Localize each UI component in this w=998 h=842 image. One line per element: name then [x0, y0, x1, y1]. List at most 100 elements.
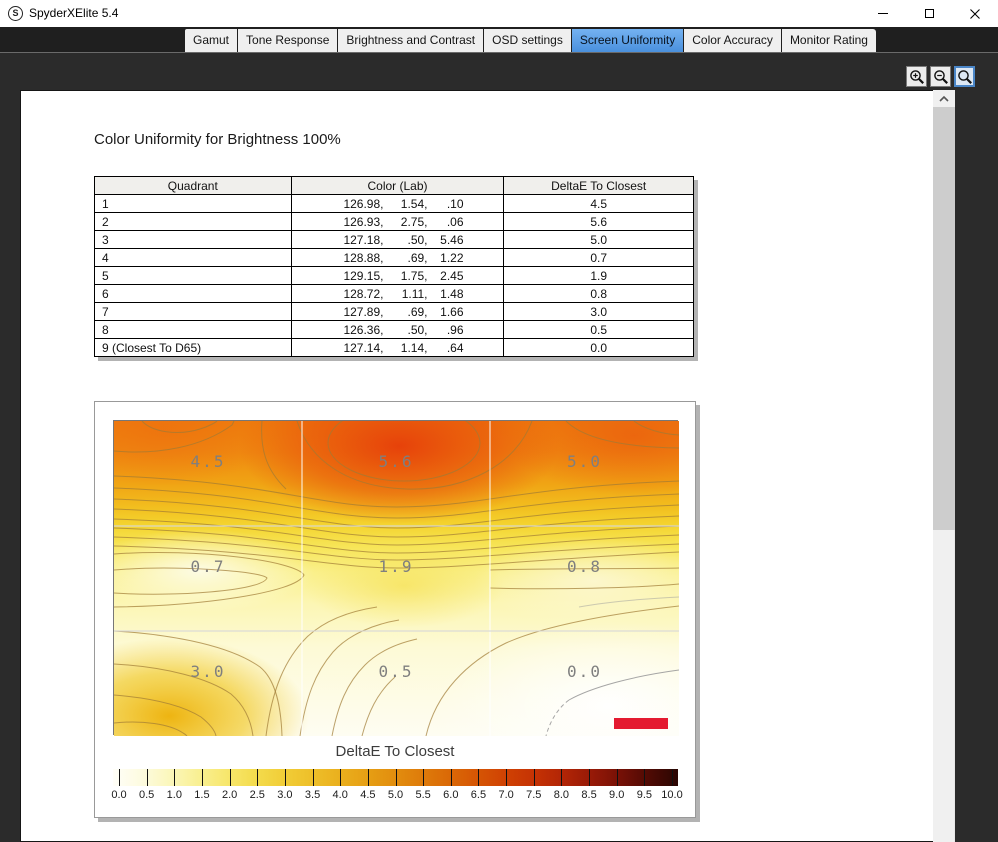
heatmap-svg [114, 421, 679, 736]
legend-tick [672, 769, 673, 786]
legend-colorbar [113, 769, 678, 786]
heatmap-quadrant: 0.8 [490, 526, 679, 631]
table-cell-delta: 5.6 [503, 212, 694, 231]
table-cell-quadrant: 3 [94, 230, 292, 249]
vertical-scrollbar[interactable] [933, 90, 955, 842]
legend-tick [561, 769, 563, 786]
table-row: 8 126.36, .50, .96 0.5 [94, 320, 694, 339]
table-cell-quadrant: 4 [94, 248, 292, 267]
chevron-up-icon [939, 95, 949, 102]
table-cell-lab: 128.72, 1.11, 1.48 [290, 284, 505, 303]
uniformity-table: Quadrant Color (Lab) DeltaE To Closest 1 12… [94, 176, 694, 357]
heatmap-quadrant: 5.6 [302, 421, 490, 526]
legend-tick [506, 769, 508, 786]
table-cell-lab: 128.88, .69, 1.22 [290, 248, 505, 267]
table-cell-quadrant: 8 [94, 320, 292, 339]
legend-tick [312, 769, 314, 786]
heatmap-quadrant-label: 0.8 [567, 557, 602, 576]
table-cell-delta: 0.8 [503, 284, 694, 303]
table-body: 1 126.98, 1.54, .10 4.5 2 126.93, 2.75, .06 5.6 3 1… [94, 194, 694, 357]
table-cell-delta: 1.9 [503, 266, 694, 285]
table-row: 6 128.72, 1.11, 1.48 0.8 [94, 284, 694, 303]
tab-bar: Gamut Tone Response Brightness and Contras… [185, 29, 876, 52]
legend-tick-label: 0.0 [111, 789, 127, 801]
table-row: 2 126.93, 2.75, .06 5.6 [94, 212, 694, 231]
heatmap-quadrant: 5.0 [490, 421, 679, 526]
table-cell-delta: 5.0 [503, 230, 694, 249]
maximize-icon [924, 9, 934, 18]
heatmap-quadrant-label: 5.0 [567, 452, 602, 471]
zoom-out-button[interactable] [930, 66, 951, 87]
maximize-button[interactable] [906, 0, 952, 27]
heatmap-quadrant: 1.9 [302, 526, 490, 631]
tab-monitor-rating[interactable]: Monitor Rating [781, 29, 876, 52]
table-header: Color (Lab) [290, 176, 505, 195]
minimize-icon [878, 13, 888, 14]
tab-brightness-and-contrast[interactable]: Brightness and Contrast [338, 29, 485, 52]
heatmap-quadrant-label: 5.6 [378, 452, 414, 471]
legend-tick-label: 3.5 [304, 789, 321, 801]
legend-tick-label: 1.5 [194, 789, 210, 801]
legend-tick-label: 10.0 [661, 789, 683, 801]
legend-tick [174, 769, 176, 786]
zoom-in-button[interactable] [906, 66, 927, 87]
table-row: 7 127.89, .69, 1.66 3.0 [94, 302, 694, 321]
legend-tick [395, 769, 397, 786]
table-cell-quadrant: 1 [94, 194, 292, 213]
scrollbar-thumb[interactable] [933, 107, 955, 530]
table-cell-quadrant: 6 [94, 284, 292, 303]
tab-tone-response[interactable]: Tone Response [238, 29, 339, 52]
close-button[interactable] [952, 0, 998, 27]
heatmap-marker [614, 718, 668, 729]
legend-tick-label: 5.0 [387, 789, 404, 801]
heatmap-quadrant: 3.0 [114, 631, 302, 736]
tab-screen-uniformity[interactable]: Screen Uniformity [571, 29, 685, 52]
legend-tick-label: 1.0 [166, 789, 182, 801]
table-header: DeltaE To Closest [503, 176, 694, 195]
report-page: Color Uniformity for Brightness 100% Qua… [20, 90, 953, 842]
table-row: 9 (Closest To D65) 127.14, 1.14, .64 0.0 [94, 338, 694, 357]
heatmap-field-blobs [114, 421, 679, 736]
table-cell-lab: 127.89, .69, 1.66 [290, 302, 505, 321]
zoom-tool-icon [957, 69, 972, 84]
table-cell-quadrant: 5 [94, 266, 292, 285]
page-title: Color Uniformity for Brightness 100% [94, 131, 341, 148]
heatmap-quadrant-label: 0.5 [378, 662, 414, 681]
table-cell-delta: 4.5 [503, 194, 694, 213]
tab-color-accuracy[interactable]: Color Accuracy [684, 29, 782, 52]
table-cell-quadrant: 9 (Closest To D65) [94, 338, 292, 357]
table-cell-delta: 3.0 [503, 302, 694, 321]
contour-lines [114, 421, 679, 736]
legend-tick [201, 769, 203, 786]
legend-tick-label: 4.5 [360, 789, 376, 801]
heatmap-quadrant-label: 0.7 [190, 557, 226, 576]
tab-band: Gamut Tone Response Brightness and Contras… [0, 27, 998, 53]
heatmap-labels: 4.5 5.6 5.0 0.7 1.9 0.8 3.0 0.5 0.0 [114, 421, 679, 736]
table-cell-lab: 127.14, 1.14, .64 [290, 338, 505, 357]
heatmap-quadrant-label: 3.0 [190, 662, 226, 681]
heatmap-plot: 4.5 5.6 5.0 0.7 1.9 0.8 3.0 0.5 0.0 [113, 420, 679, 736]
table-cell-lab: 126.36, .50, .96 [290, 320, 505, 339]
legend-tick [616, 769, 618, 786]
legend-tick-label: 9.5 [636, 789, 652, 801]
minimize-button[interactable] [860, 0, 906, 27]
scrollbar-up-button[interactable] [933, 90, 955, 107]
legend-tick [533, 769, 535, 786]
quadrant-grid-lines [114, 421, 679, 736]
app-logo-icon: S [8, 6, 23, 21]
zoom-toolbar [906, 66, 975, 87]
window-title: SpyderXElite 5.4 [29, 6, 119, 20]
legend-tick [340, 769, 342, 786]
legend-tick [423, 769, 425, 786]
table-row: 4 128.88, .69, 1.22 0.7 [94, 248, 694, 267]
legend-tick-label: 6.5 [470, 789, 487, 801]
tab-gamut[interactable]: Gamut [185, 29, 239, 52]
tab-osd-settings[interactable]: OSD settings [484, 29, 572, 52]
legend-tick [257, 769, 259, 786]
zoom-tool-button[interactable] [954, 66, 975, 87]
legend-tick-label: 0.5 [138, 789, 155, 801]
table-cell-quadrant: 7 [94, 302, 292, 321]
legend-tick-label: 5.5 [415, 789, 431, 801]
legend-tick-label: 9.0 [609, 789, 625, 801]
